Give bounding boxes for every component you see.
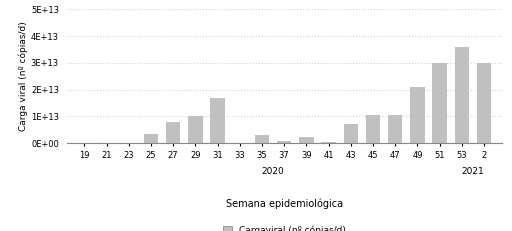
Bar bbox=[455, 47, 469, 143]
Bar bbox=[166, 122, 180, 143]
Bar bbox=[277, 140, 291, 143]
Bar bbox=[144, 134, 158, 143]
Bar bbox=[344, 125, 358, 143]
Bar bbox=[322, 142, 336, 143]
Bar bbox=[299, 137, 313, 143]
Legend: Cargaviral (nº cópias/d): Cargaviral (nº cópias/d) bbox=[223, 225, 346, 231]
Bar bbox=[477, 63, 491, 143]
Text: 2020: 2020 bbox=[262, 167, 285, 176]
X-axis label: Semana epidemiológica: Semana epidemiológica bbox=[226, 199, 343, 209]
Y-axis label: Carga viral (nº cópias/d): Carga viral (nº cópias/d) bbox=[18, 21, 28, 131]
Bar bbox=[388, 115, 402, 143]
Bar bbox=[432, 63, 447, 143]
Bar bbox=[188, 116, 203, 143]
Bar bbox=[255, 135, 269, 143]
Bar bbox=[210, 98, 225, 143]
Bar bbox=[410, 87, 424, 143]
Bar bbox=[366, 115, 380, 143]
Text: 2021: 2021 bbox=[461, 167, 484, 176]
